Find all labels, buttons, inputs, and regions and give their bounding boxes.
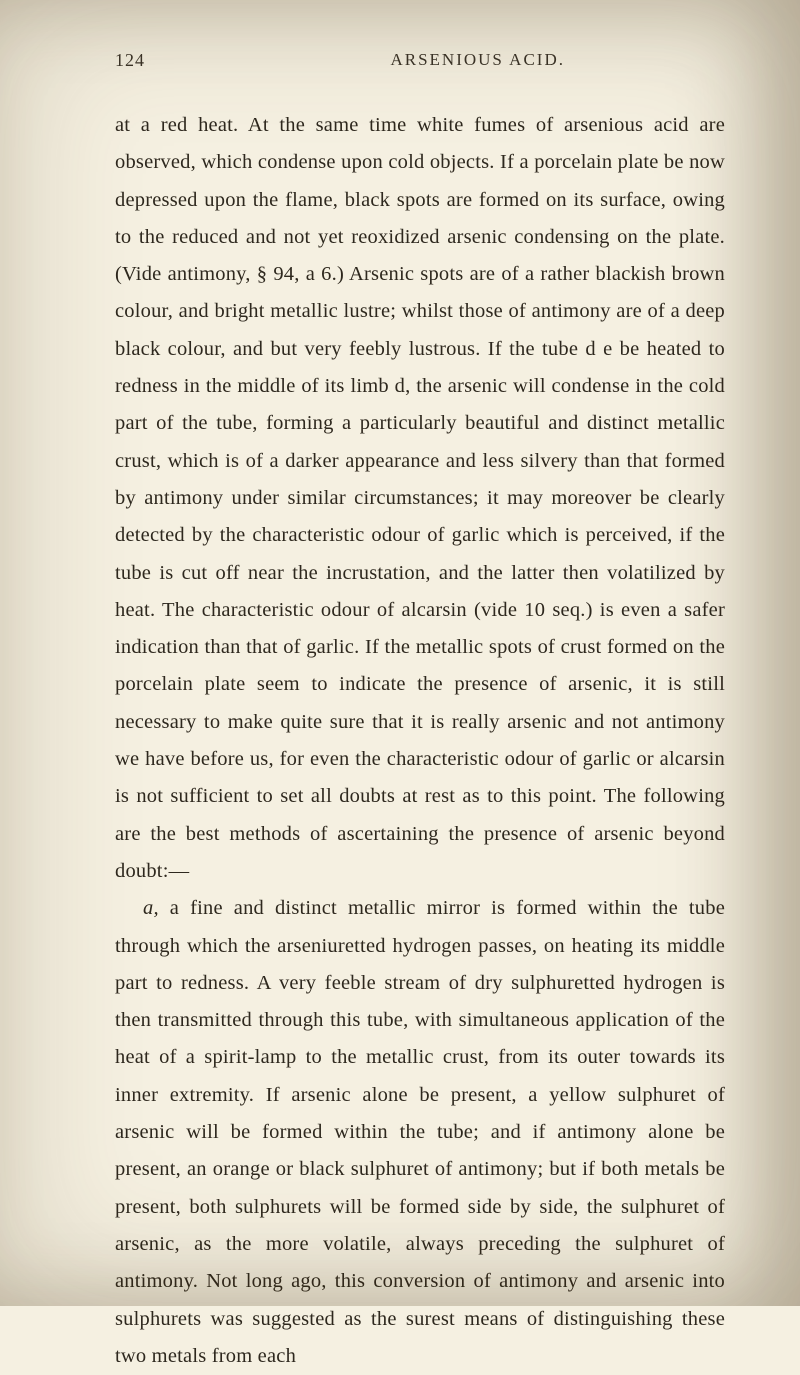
paragraph-2-body: a fine and distinct metallic mirror is f…	[115, 897, 725, 1367]
paragraph-2: a, a fine and distinct metallic mirror i…	[115, 890, 725, 1375]
page-header: 124 ARSENIOUS ACID.	[115, 50, 725, 71]
paragraph-1: at a red heat. At the same time white fu…	[115, 107, 725, 890]
body-text: at a red heat. At the same time white fu…	[115, 107, 725, 1375]
paragraph-2-prefix: a,	[143, 897, 159, 919]
page-number: 124	[115, 50, 145, 71]
section-title: ARSENIOUS ACID.	[390, 50, 565, 71]
page-container: 124 ARSENIOUS ACID. at a red heat. At th…	[0, 0, 800, 1306]
